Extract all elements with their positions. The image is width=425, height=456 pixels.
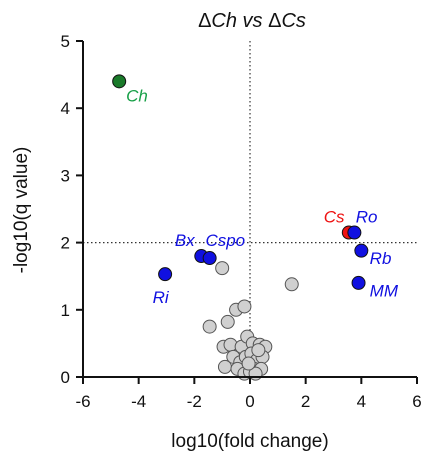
reference-lines	[83, 41, 417, 377]
point-label-rb: Rb	[370, 249, 392, 268]
x-tick-label: 6	[412, 392, 421, 411]
chart-title: ΔCh vs ΔCs	[198, 10, 306, 32]
data-point	[202, 319, 217, 334]
highlighted-point-rb	[354, 243, 369, 258]
y-tick-label: 3	[61, 166, 70, 185]
point-label-mm: MM	[370, 281, 399, 300]
title-part: Δ	[268, 10, 281, 32]
x-tick-label: -4	[131, 392, 146, 411]
x-tick-label: 4	[357, 392, 366, 411]
highlighted-point-mm	[351, 275, 366, 290]
data-point	[237, 299, 252, 314]
point-label-cspo: Cspo	[205, 231, 245, 250]
data-point	[241, 356, 256, 371]
grey-points	[202, 261, 299, 381]
data-point	[217, 359, 232, 374]
y-tick-label: 1	[61, 301, 70, 320]
highlighted-point-cspo	[202, 251, 217, 266]
y-tick-label: 2	[61, 234, 70, 253]
data-point	[215, 261, 230, 276]
y-tick-label: 5	[61, 32, 70, 51]
point-label-cs: Cs	[324, 207, 345, 226]
x-tick-label: -2	[187, 392, 202, 411]
title-part: Δ	[198, 10, 211, 32]
title-part: Ch	[211, 10, 237, 32]
data-point	[251, 343, 266, 358]
point-label-bx: Bx	[175, 231, 195, 250]
data-point	[220, 314, 235, 329]
point-labels: Ch Cs Ro Rb MM Bx Cspo Ri	[126, 86, 399, 307]
highlighted-points	[112, 74, 369, 290]
x-tick-label: 0	[245, 392, 254, 411]
highlighted-point-ch	[112, 74, 127, 89]
highlighted-point-ri	[158, 267, 173, 282]
point-label-ro: Ro	[356, 207, 378, 226]
point-label-ch: Ch	[126, 86, 148, 105]
y-axis-label: -log10(q value)	[11, 147, 32, 274]
x-tick-label: 2	[301, 392, 310, 411]
data-point	[284, 277, 299, 292]
point-label-ri: Ri	[153, 288, 170, 307]
highlighted-point-ro	[347, 225, 362, 240]
x-axis-label: log10(fold change)	[171, 431, 328, 452]
title-part: vs	[237, 10, 268, 32]
y-ticks: 0 1 2 3 4 5	[61, 32, 83, 387]
y-tick-label: 4	[61, 99, 70, 118]
y-tick-label: 0	[61, 368, 70, 387]
title-part: Cs	[281, 10, 305, 32]
x-tick-label: -6	[75, 392, 90, 411]
x-ticks: -6 -4 -2 0 2 4 6	[75, 377, 422, 411]
